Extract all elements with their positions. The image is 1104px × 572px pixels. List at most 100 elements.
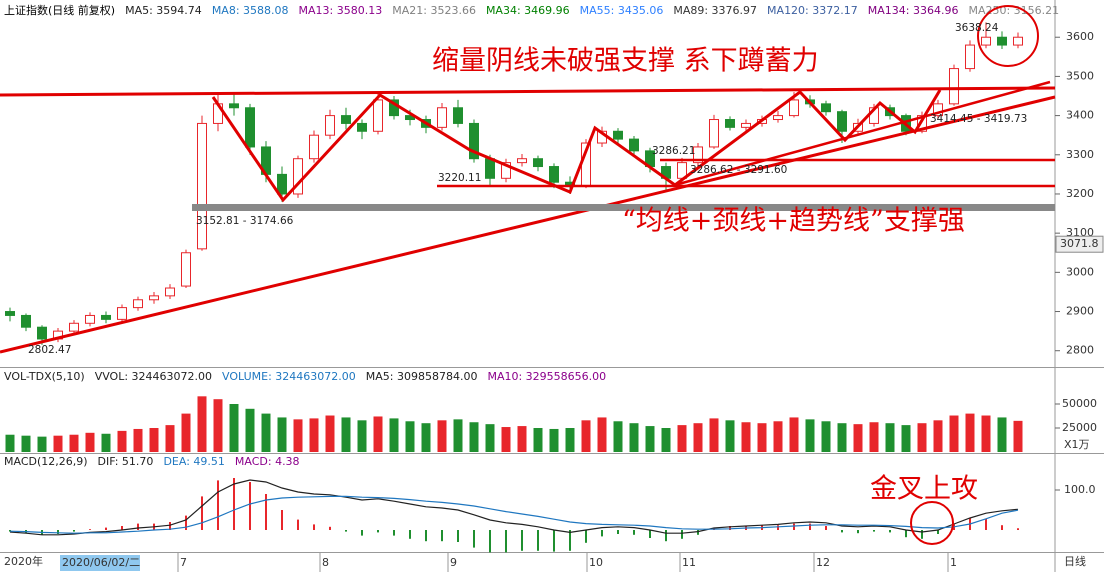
volume-bar: [469, 422, 479, 452]
y-tick-label: 3300: [1066, 148, 1094, 161]
candle-body: [325, 115, 335, 136]
volume-bar: [277, 417, 287, 452]
volume-bar: [229, 404, 239, 452]
drawn-lines: [0, 5, 1056, 545]
volume-bar: [501, 427, 511, 452]
volume-bar: [389, 418, 399, 452]
header-item: MA34: 3469.96: [486, 4, 570, 17]
volume-bar: [981, 415, 991, 452]
volume-bar: [309, 418, 319, 452]
current-price: 3071.8: [1060, 237, 1099, 250]
volume-bar: [101, 433, 111, 452]
y-tick-label: 3000: [1066, 265, 1094, 278]
volume-bar: [901, 425, 911, 452]
candle-body: [997, 36, 1007, 46]
volume-bar: [197, 396, 207, 452]
candle-body: [517, 158, 527, 164]
volume-bar: [853, 424, 863, 452]
volume-bar: [549, 428, 559, 452]
header-macd: MACD(12,26,9) DIF: 51.70 DEA: 49.51 MACD: 4…: [4, 455, 300, 468]
price-label: 3286.21: [652, 145, 695, 157]
candle-body: [469, 122, 479, 160]
candle-body: [245, 107, 255, 148]
header-item: VOLUME: 324463072.00: [222, 370, 356, 383]
y-tick-label: 3500: [1066, 69, 1094, 82]
volume-bar: [293, 419, 303, 452]
header-volume: VOL-TDX(5,10) VVOL: 324463072.00 VOLUME: 3…: [4, 370, 606, 383]
volume-bar: [709, 418, 719, 452]
candle-body: [181, 252, 191, 287]
volume-bar: [405, 421, 415, 452]
volume-bar: [1013, 420, 1023, 452]
volume-bar: [341, 417, 351, 452]
candle-body: [949, 68, 959, 105]
candle-body: [1013, 36, 1023, 46]
annotation: 缩量阴线未破强支撑 系下蹲蓄力: [432, 46, 819, 77]
candle-body: [789, 99, 799, 117]
volume-bar: [725, 420, 735, 452]
current-box: [1055, 235, 1104, 253]
volume-bar: [485, 424, 495, 452]
volume-bar: [21, 435, 31, 452]
volume-bar: [773, 421, 783, 452]
header-item: DIF: 51.70: [98, 455, 154, 468]
volume-bar: [69, 434, 79, 452]
y-tick-label: 2900: [1066, 305, 1094, 318]
volume-bar: [85, 432, 95, 452]
volume-bar: [565, 428, 575, 452]
month-label: 11: [682, 556, 696, 569]
candle-body: [917, 115, 927, 132]
header-item: MA5: 3594.74: [125, 4, 202, 17]
candle-body: [149, 295, 159, 301]
volume-bar: [421, 423, 431, 452]
volume-bar: [821, 421, 831, 452]
candle-body: [965, 44, 975, 70]
candle-body: [629, 138, 639, 152]
candle-body: [165, 287, 175, 297]
candle-body: [69, 322, 79, 332]
candle-body: [5, 311, 15, 316]
candle-body: [837, 111, 847, 132]
unit-label: X1万: [1064, 438, 1090, 451]
candle-body: [229, 103, 239, 109]
candle-body: [133, 299, 143, 309]
candle-body: [981, 36, 991, 46]
candle-body: [437, 107, 447, 128]
volume-bar: [37, 436, 47, 452]
annotation: “均线+颈线+趋势线”支撑强: [622, 206, 965, 237]
volume-bar: [677, 425, 687, 452]
price-label: 3638.24: [955, 22, 999, 34]
candle-body: [117, 307, 127, 320]
candle-body: [309, 134, 319, 160]
annotation: 金叉上攻: [870, 474, 978, 505]
header-item: MA8: 3588.08: [212, 4, 289, 17]
candle-body: [453, 107, 463, 124]
volume-bar: [165, 425, 175, 452]
volume-bar: [133, 428, 143, 452]
candle-body: [485, 158, 495, 179]
header-item: VOL-TDX(5,10): [4, 370, 85, 383]
price-label: 3220.11: [438, 172, 481, 184]
volume-bar: [261, 413, 271, 452]
volume-bar: [949, 415, 959, 452]
neckline-band: [192, 204, 1055, 211]
y-tick-label: 50000: [1062, 397, 1097, 410]
volume-bar: [533, 428, 543, 452]
price-label: 3414.45 - 3419.73: [930, 113, 1027, 125]
macd-dea: [9, 495, 1019, 534]
volume-bar: [517, 426, 527, 452]
candle-body: [549, 166, 559, 183]
month-label: 9: [450, 556, 457, 569]
y-tick-label: 100.0: [1064, 483, 1096, 496]
candle-body: [533, 158, 543, 168]
candle-body: [37, 326, 47, 340]
candle-body: [933, 103, 943, 117]
volume-bar: [181, 413, 191, 452]
candle-body: [101, 314, 111, 320]
candle-body: [709, 119, 719, 148]
volume-bar: [997, 417, 1007, 452]
volume-bar: [117, 430, 127, 452]
header-item: MA120: 3372.17: [767, 4, 858, 17]
year-label: 2020年: [4, 554, 43, 568]
volume-bar: [805, 419, 815, 452]
